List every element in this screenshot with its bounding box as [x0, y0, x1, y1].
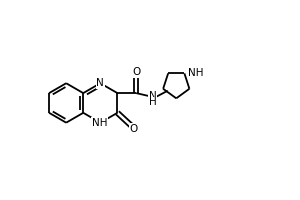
Text: N: N [149, 91, 156, 101]
Text: O: O [129, 124, 137, 134]
Text: H: H [149, 97, 156, 107]
Text: NH: NH [92, 118, 107, 128]
Text: O: O [132, 67, 140, 77]
Text: NH: NH [188, 68, 204, 78]
Text: N: N [97, 78, 104, 88]
